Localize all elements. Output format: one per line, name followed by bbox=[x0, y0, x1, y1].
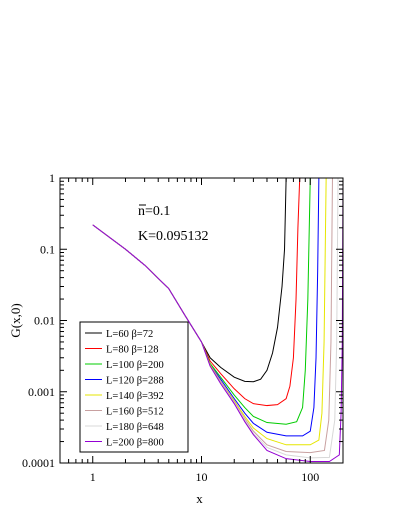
legend-label: L=160 β=512 bbox=[106, 407, 164, 418]
y-tick-label: 0.01 bbox=[34, 314, 55, 328]
x-tick-label: 100 bbox=[301, 470, 319, 484]
annotation-density: n=0.1 bbox=[138, 204, 170, 219]
legend-label: L=60 β=72 bbox=[106, 329, 153, 340]
x-axis-title: x bbox=[196, 491, 203, 506]
legend-label: L=120 β=288 bbox=[106, 376, 164, 387]
legend-box bbox=[79, 321, 189, 453]
legend: L=60 β=72 L=80 β=128 L=100 β=200 L=120 β=28… bbox=[79, 321, 189, 453]
legend-label: L=200 β=800 bbox=[106, 438, 164, 449]
series-line bbox=[92, 178, 343, 462]
y-tick-label: 0.1 bbox=[40, 242, 55, 256]
y-tick-label: 1 bbox=[49, 171, 55, 185]
x-tick-label: 1 bbox=[90, 470, 96, 484]
annotation-density-value: =0.1 bbox=[145, 204, 170, 219]
annotation-density-symbol: n bbox=[138, 204, 145, 219]
curves-layer bbox=[92, 178, 343, 462]
y-axis-title: G(x,0) bbox=[8, 303, 23, 337]
annotation-k: K=0.095132 bbox=[138, 229, 209, 244]
legend-label: L=140 β=392 bbox=[106, 391, 164, 402]
legend-label: L=80 β=128 bbox=[106, 345, 158, 356]
x-tick-label: 10 bbox=[196, 470, 208, 484]
y-tick-label: 0.0001 bbox=[22, 456, 55, 470]
ticks-layer: 1 10 100 1 0.1 0.01 0.001 0.0001 bbox=[22, 171, 344, 484]
y-tick-label: 0.001 bbox=[28, 385, 55, 399]
legend-label: L=100 β=200 bbox=[106, 360, 164, 371]
legend-label: L=180 β=648 bbox=[106, 422, 164, 433]
